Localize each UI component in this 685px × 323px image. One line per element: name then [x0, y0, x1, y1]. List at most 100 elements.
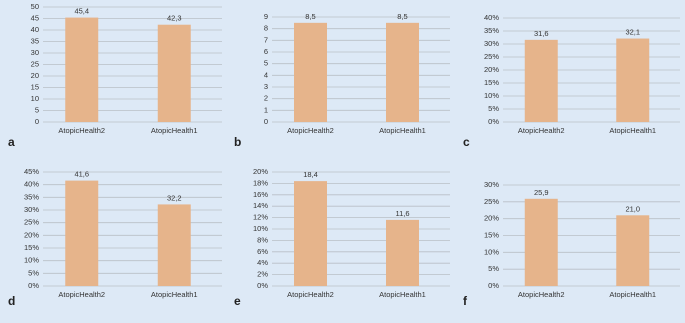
- panel-label: f: [463, 294, 468, 308]
- value-label: 11,6: [395, 209, 409, 218]
- x-tick-label: AtopicHealth2: [518, 290, 565, 299]
- bar: [386, 219, 419, 286]
- panel-label: b: [234, 135, 241, 149]
- y-tick-label: 15%: [484, 78, 499, 87]
- y-tick-label: 7: [264, 35, 268, 44]
- y-tick-label: 14%: [253, 201, 268, 210]
- y-tick-label: 10%: [484, 91, 499, 100]
- y-tick-label: 0%: [28, 281, 39, 290]
- y-tick-label: 5%: [28, 268, 39, 277]
- y-tick-label: 10: [31, 94, 39, 103]
- y-tick-label: 15: [31, 82, 39, 91]
- x-tick-label: AtopicHealth1: [379, 290, 426, 299]
- y-tick-label: 1: [264, 105, 268, 114]
- value-label: 31,6: [534, 29, 549, 38]
- y-tick-label: 2%: [257, 270, 268, 279]
- panel-label: d: [8, 294, 15, 308]
- y-tick-label: 10%: [24, 256, 39, 265]
- x-tick-label: AtopicHealth1: [151, 126, 198, 135]
- y-tick-label: 10%: [484, 247, 499, 256]
- y-tick-label: 9: [264, 12, 268, 21]
- y-tick-label: 20%: [484, 214, 499, 223]
- x-tick-label: AtopicHealth1: [609, 126, 656, 135]
- y-tick-label: 0: [35, 117, 39, 126]
- x-tick-label: AtopicHealth1: [609, 290, 656, 299]
- y-tick-label: 0%: [257, 281, 268, 290]
- bar: [294, 22, 327, 122]
- y-tick-label: 20: [31, 71, 39, 80]
- y-tick-label: 0: [264, 117, 268, 126]
- value-label: 8,5: [397, 12, 407, 21]
- y-tick-label: 30: [31, 48, 39, 57]
- y-tick-label: 5: [264, 59, 268, 68]
- value-label: 18,4: [303, 170, 318, 179]
- bar: [524, 39, 558, 123]
- y-tick-label: 50: [31, 2, 39, 11]
- x-tick-label: AtopicHealth2: [287, 290, 334, 299]
- y-tick-label: 20%: [253, 167, 268, 176]
- y-tick-label: 5: [35, 105, 39, 114]
- x-tick-label: AtopicHealth2: [58, 126, 105, 135]
- y-tick-label: 30%: [484, 39, 499, 48]
- x-tick-label: AtopicHealth1: [151, 290, 198, 299]
- value-label: 42,3: [167, 14, 182, 23]
- y-tick-label: 12%: [253, 213, 268, 222]
- x-tick-label: AtopicHealth2: [58, 290, 105, 299]
- y-tick-label: 8%: [257, 235, 268, 244]
- bar: [157, 24, 191, 122]
- y-tick-label: 15%: [484, 230, 499, 239]
- y-tick-label: 35%: [24, 192, 39, 201]
- value-label: 25,9: [534, 188, 549, 197]
- panel-label: e: [234, 294, 241, 308]
- value-label: 21,0: [625, 204, 640, 213]
- value-label: 32,1: [625, 28, 640, 37]
- y-tick-label: 2: [264, 94, 268, 103]
- panel-label: c: [463, 135, 470, 149]
- y-tick-label: 25%: [484, 52, 499, 61]
- value-label: 8,5: [305, 12, 315, 21]
- y-tick-label: 20%: [24, 230, 39, 239]
- value-label: 45,4: [74, 7, 89, 16]
- bar: [65, 17, 99, 122]
- panel-label: a: [8, 135, 15, 149]
- y-tick-label: 16%: [253, 190, 268, 199]
- y-tick-label: 10%: [253, 224, 268, 233]
- y-tick-label: 45: [31, 13, 39, 22]
- y-tick-label: 0%: [488, 281, 499, 290]
- y-tick-label: 40: [31, 25, 39, 34]
- value-label: 32,2: [167, 193, 182, 202]
- y-tick-label: 20%: [484, 65, 499, 74]
- bar: [616, 215, 650, 286]
- x-tick-label: AtopicHealth1: [379, 126, 426, 135]
- y-tick-label: 35%: [484, 26, 499, 35]
- y-tick-label: 5%: [488, 264, 499, 273]
- y-tick-label: 6%: [257, 247, 268, 256]
- bar: [157, 204, 191, 286]
- y-tick-label: 25%: [24, 218, 39, 227]
- bar: [616, 38, 650, 122]
- y-tick-label: 45%: [24, 167, 39, 176]
- y-tick-label: 35: [31, 36, 39, 45]
- y-tick-label: 25%: [484, 197, 499, 206]
- y-tick-label: 5%: [488, 104, 499, 113]
- bar: [294, 181, 327, 286]
- y-tick-label: 40%: [484, 13, 499, 22]
- value-label: 41,6: [74, 170, 89, 179]
- bar: [65, 180, 99, 286]
- bar: [386, 22, 419, 122]
- y-tick-label: 18%: [253, 178, 268, 187]
- y-tick-label: 8: [264, 24, 268, 33]
- y-tick-label: 0%: [488, 117, 499, 126]
- x-tick-label: AtopicHealth2: [287, 126, 334, 135]
- y-tick-label: 4%: [257, 258, 268, 267]
- y-tick-label: 3: [264, 82, 268, 91]
- y-tick-label: 25: [31, 59, 39, 68]
- y-tick-label: 40%: [24, 180, 39, 189]
- y-tick-label: 4: [264, 70, 268, 79]
- y-tick-label: 30%: [24, 205, 39, 214]
- y-tick-label: 15%: [24, 243, 39, 252]
- bar: [524, 198, 558, 286]
- y-tick-label: 6: [264, 47, 268, 56]
